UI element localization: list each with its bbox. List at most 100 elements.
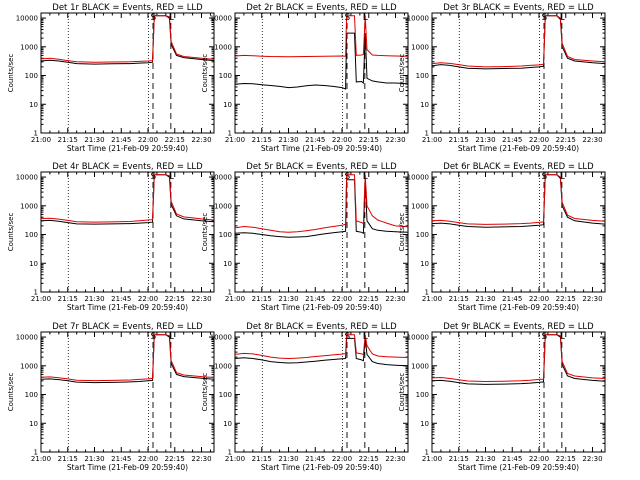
event-marker-label: L (560, 13, 565, 23)
x-tick-label: 21:30 (84, 295, 104, 303)
detector-panel: Det 8r BLACK = Events, RED = LLD 1 10 100 10… (201, 322, 409, 472)
x-axis-label: Start Time (21-Feb-09 20:59:40) (261, 463, 382, 472)
x-axis-label: Start Time (21-Feb-09 20:59:40) (458, 303, 579, 312)
x-tick-label: 22:30 (582, 136, 602, 144)
x-tick-label: 21:30 (84, 455, 104, 463)
y-tick-label: 1000 (20, 43, 38, 51)
x-tick-label: 22:15 (556, 295, 576, 303)
y-tick-label: 1000 (214, 362, 232, 370)
y-tick-label: 1 (228, 289, 232, 297)
x-tick-label: 21:15 (449, 455, 469, 463)
x-axis-label: Start Time (21-Feb-09 20:59:40) (67, 463, 188, 472)
y-axis-label: Counts/sec (398, 54, 406, 93)
series-line-lld (234, 15, 409, 58)
y-tick-label: 100 (219, 72, 232, 80)
x-tick-label: 21:30 (278, 455, 298, 463)
x-tick-label: 21:15 (58, 136, 78, 144)
detector-panel: Det 2r BLACK = Events, RED = LLD 1 10 100 10… (201, 3, 409, 153)
y-tick-label: 10 (29, 420, 38, 428)
series-line-lld (40, 334, 215, 382)
x-tick-label: 22:15 (165, 455, 185, 463)
x-tick-label: 21:15 (252, 455, 272, 463)
y-tick-label: 10000 (210, 334, 232, 342)
x-tick-label: 22:15 (556, 455, 576, 463)
series-line-events (40, 174, 215, 225)
y-tick-label: 100 (25, 231, 38, 239)
y-tick-label: 1 (34, 289, 38, 297)
x-tick-label: 21:00 (422, 455, 442, 463)
panel-title: Det 9r BLACK = Events, RED = LLD (443, 322, 594, 332)
x-tick-label: 21:15 (58, 295, 78, 303)
x-tick-label: 22:30 (385, 136, 405, 144)
detector-panel: Det 5r BLACK = Events, RED = LLD 1 10 100 10… (201, 162, 409, 312)
y-axis-label: Counts/sec (7, 213, 15, 252)
y-tick-label: 100 (219, 391, 232, 399)
series-line-lld (40, 174, 215, 223)
panel-title: Det 5r BLACK = Events, RED = LLD (246, 162, 397, 172)
y-axis-label: Counts/sec (201, 54, 209, 93)
x-tick-label: 21:00 (31, 455, 51, 463)
series-line-lld (40, 15, 215, 63)
x-tick-label: 22:30 (191, 455, 211, 463)
event-marker-label: S (345, 172, 351, 182)
x-tick-label: 22:15 (359, 295, 379, 303)
x-tick-label: 21:00 (422, 136, 442, 144)
panel-title: Det 8r BLACK = Events, RED = LLD (246, 322, 397, 332)
x-tick-label: 22:00 (529, 295, 549, 303)
y-tick-label: 1000 (411, 202, 429, 210)
x-tick-label: 22:30 (385, 455, 405, 463)
y-tick-label: 1000 (411, 362, 429, 370)
series-line-events (431, 15, 606, 70)
y-tick-label: 10 (420, 260, 429, 268)
series-line-lld (234, 174, 409, 233)
y-tick-label: 1000 (20, 362, 38, 370)
x-tick-label: 21:45 (305, 136, 325, 144)
x-tick-label: 21:00 (225, 295, 245, 303)
y-tick-label: 10 (29, 101, 38, 109)
y-axis-label: Counts/sec (398, 373, 406, 412)
x-tick-label: 21:15 (252, 136, 272, 144)
y-tick-label: 100 (416, 72, 429, 80)
series-line-lld (431, 334, 606, 383)
x-tick-label: 22:00 (332, 295, 352, 303)
y-tick-label: 1 (425, 449, 429, 457)
event-marker-label: S (151, 332, 157, 342)
y-tick-label: 100 (25, 72, 38, 80)
y-tick-label: 10000 (210, 174, 232, 182)
plot-frame (234, 171, 409, 293)
x-tick-label: 22:30 (385, 295, 405, 303)
x-tick-label: 22:00 (332, 136, 352, 144)
x-axis-label: Start Time (21-Feb-09 20:59:40) (458, 463, 579, 472)
plot-frame (40, 171, 215, 293)
event-marker-label: S (542, 13, 548, 23)
y-axis-label: Counts/sec (7, 373, 15, 412)
event-marker-label: L (363, 172, 368, 182)
panel-title: Det 4r BLACK = Events, RED = LLD (52, 162, 203, 172)
series-line-events (40, 15, 215, 65)
x-tick-label: 22:00 (138, 455, 158, 463)
x-tick-label: 21:45 (502, 455, 522, 463)
detector-panel: Det 7r BLACK = Events, RED = LLD 1 10 100 10… (7, 322, 215, 472)
x-tick-label: 22:00 (529, 455, 549, 463)
plot-frame (431, 171, 606, 293)
x-tick-label: 22:00 (138, 295, 158, 303)
event-marker-label: S (345, 13, 351, 23)
event-marker-label: L (169, 172, 174, 182)
y-axis-label: Counts/sec (7, 54, 15, 93)
y-tick-label: 10 (420, 101, 429, 109)
plot-frame (40, 331, 215, 453)
y-tick-label: 1 (228, 130, 232, 138)
x-axis-label: Start Time (21-Feb-09 20:59:40) (261, 303, 382, 312)
plot-frame (234, 331, 409, 453)
x-tick-label: 21:00 (31, 295, 51, 303)
x-tick-label: 21:00 (422, 295, 442, 303)
event-marker-label: S (542, 332, 548, 342)
x-tick-label: 22:00 (138, 136, 158, 144)
y-tick-label: 1000 (20, 202, 38, 210)
x-tick-label: 21:15 (252, 295, 272, 303)
y-axis-label: Counts/sec (201, 373, 209, 412)
panel-title: Det 3r BLACK = Events, RED = LLD (443, 3, 594, 13)
y-tick-label: 10 (223, 260, 232, 268)
series-line-events (431, 334, 606, 385)
